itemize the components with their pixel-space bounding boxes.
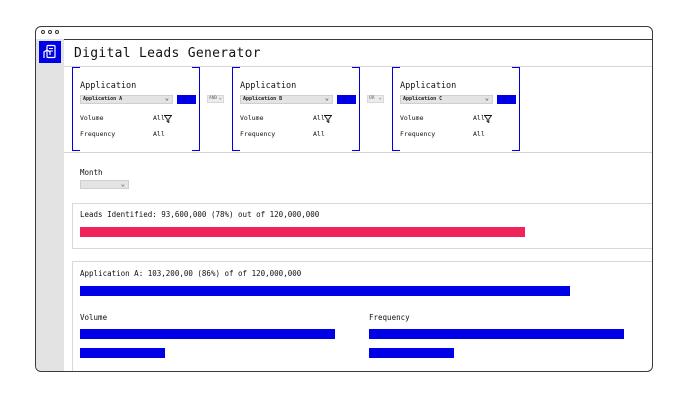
frequency-label: Frequency <box>240 130 276 138</box>
chevron-down-icon: ⌄ <box>378 94 382 101</box>
card-bracket-right <box>192 67 200 151</box>
chevron-down-icon: ⌄ <box>324 94 329 102</box>
window-dot-icon[interactable] <box>41 30 45 34</box>
color-swatch[interactable] <box>497 95 516 104</box>
application-a-progress-bar <box>80 286 570 296</box>
chevron-down-icon: ⌄ <box>218 94 222 101</box>
volume-bar <box>80 329 335 339</box>
application-select-value: Application C <box>403 96 443 102</box>
volume-chart-label: Volume <box>80 313 108 322</box>
frequency-value[interactable]: All <box>313 130 325 138</box>
frequency-bar <box>369 348 454 358</box>
application-select[interactable]: Application C ⌄ <box>400 95 493 104</box>
filters-divider <box>64 152 652 153</box>
filter-card-b: Application Application B ⌄ Volume All F… <box>232 67 360 151</box>
chevron-down-icon: ⌄ <box>120 180 125 188</box>
frequency-label: Frequency <box>400 130 436 138</box>
card-title: Application <box>80 81 137 91</box>
month-label: Month <box>80 168 103 177</box>
window-titlebar <box>36 27 652 40</box>
volume-value[interactable]: All <box>153 114 165 122</box>
card-bracket-left <box>392 67 400 151</box>
volume-value[interactable]: All <box>313 114 325 122</box>
sidebar <box>36 39 64 371</box>
month-select[interactable]: ⌄ <box>80 180 129 189</box>
application-select-value: Application B <box>243 96 283 102</box>
application-select[interactable]: Application A ⌄ <box>80 95 173 104</box>
page-title: Digital Leads Generator <box>74 46 261 61</box>
hand-phone-icon[interactable] <box>39 41 61 63</box>
leads-summary-text: Leads Identified: 93,600,000 (78%) out o… <box>80 210 320 219</box>
frequency-bar <box>369 329 624 339</box>
frequency-value[interactable]: All <box>153 130 165 138</box>
window-dot-icon[interactable] <box>48 30 52 34</box>
funnel-icon[interactable] <box>164 115 172 123</box>
card-bracket-left <box>72 67 80 151</box>
leads-panel: Leads Identified: 93,600,000 (78%) out o… <box>72 203 652 249</box>
volume-label: Volume <box>80 114 104 122</box>
card-bracket-right <box>352 67 360 151</box>
funnel-icon[interactable] <box>484 115 492 123</box>
funnel-icon[interactable] <box>324 115 332 123</box>
connector-value: AND <box>209 96 218 101</box>
window-dot-icon[interactable] <box>55 30 59 34</box>
filter-card-a: Application Application A ⌄ Volume All F… <box>72 67 200 151</box>
volume-label: Volume <box>400 114 424 122</box>
card-bracket-left <box>232 67 240 151</box>
application-select[interactable]: Application B ⌄ <box>240 95 333 104</box>
frequency-label: Frequency <box>80 130 116 138</box>
chevron-down-icon: ⌄ <box>164 94 169 102</box>
card-bracket-right <box>512 67 520 151</box>
color-swatch[interactable] <box>337 95 356 104</box>
color-swatch[interactable] <box>177 95 196 104</box>
application-a-panel: Application A: 103,200,00 (86%) of of 12… <box>72 261 652 371</box>
volume-bar <box>80 348 165 358</box>
card-title: Application <box>240 81 297 91</box>
leads-progress-bar <box>80 227 525 237</box>
frequency-value[interactable]: All <box>473 130 485 138</box>
frequency-chart-label: Frequency <box>369 313 410 322</box>
card-title: Application <box>400 81 457 91</box>
volume-value[interactable]: All <box>473 114 485 122</box>
filter-card-c: Application Application C ⌄ Volume All F… <box>392 67 520 151</box>
header-divider <box>64 66 652 67</box>
connector-select[interactable]: OR ⌄ <box>367 95 384 103</box>
connector-select[interactable]: AND ⌄ <box>207 95 224 103</box>
chevron-down-icon: ⌄ <box>484 94 489 102</box>
application-select-value: Application A <box>83 96 123 102</box>
volume-label: Volume <box>240 114 264 122</box>
app-window: Digital Leads Generator Application Appl… <box>35 26 653 372</box>
application-a-summary-text: Application A: 103,200,00 (86%) of of 12… <box>80 269 302 278</box>
connector-value: OR <box>369 96 375 101</box>
